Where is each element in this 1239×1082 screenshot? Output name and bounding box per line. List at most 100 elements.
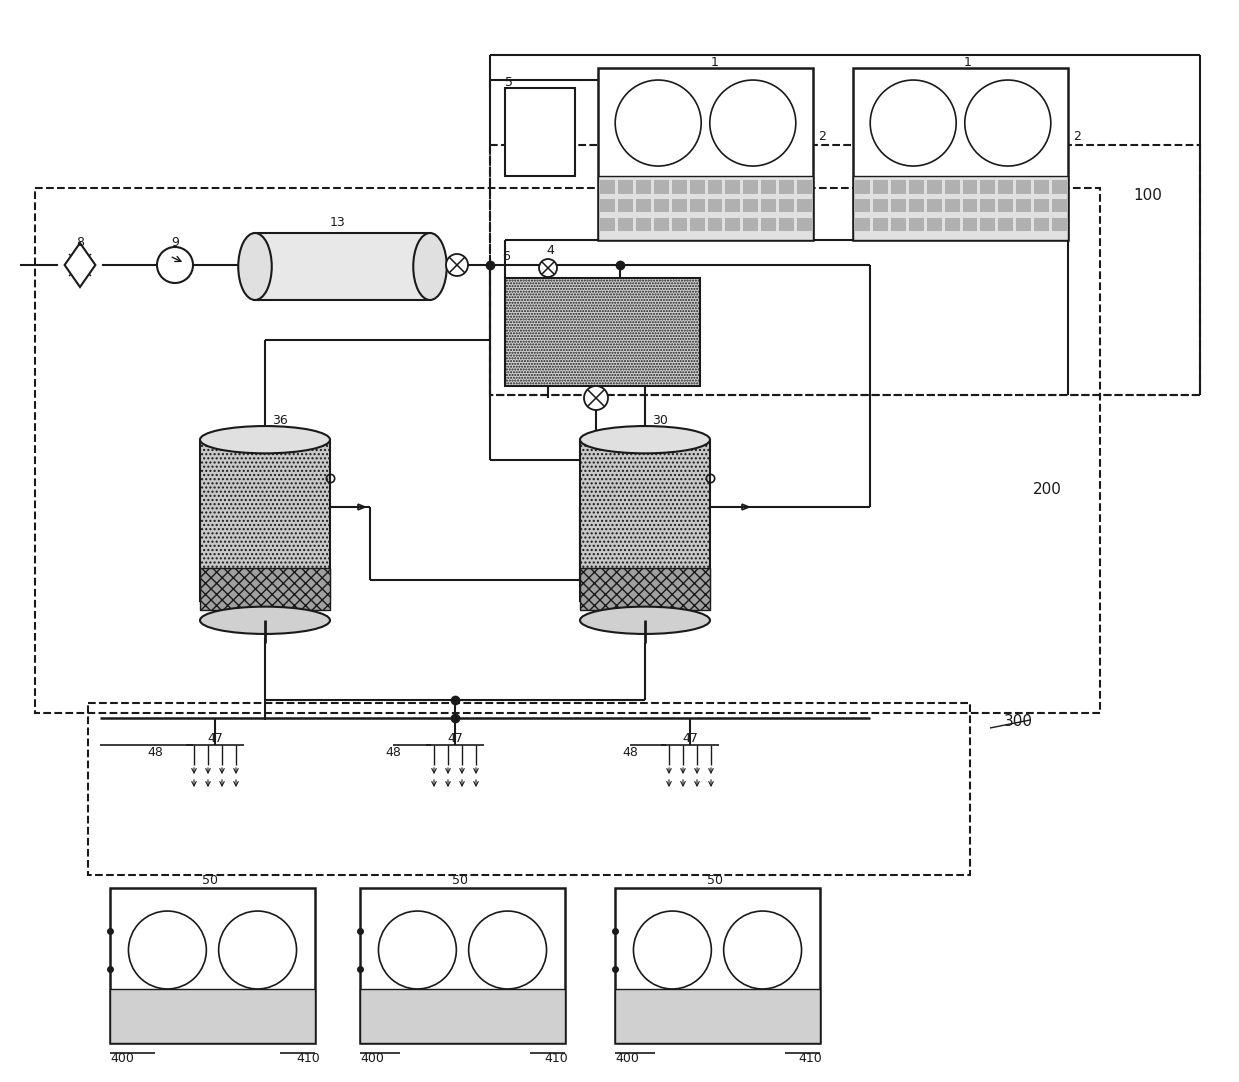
Bar bbox=[654, 199, 669, 212]
Text: 47: 47 bbox=[681, 731, 698, 744]
Circle shape bbox=[446, 254, 468, 276]
Text: 50: 50 bbox=[452, 873, 468, 886]
Text: 6: 6 bbox=[502, 251, 510, 264]
Bar bbox=[672, 180, 686, 194]
Bar bbox=[600, 199, 615, 212]
Bar bbox=[88, 703, 970, 875]
Text: 100: 100 bbox=[1134, 187, 1162, 202]
Circle shape bbox=[710, 80, 795, 166]
Bar bbox=[1016, 217, 1031, 232]
Bar bbox=[855, 217, 870, 232]
Text: 200: 200 bbox=[1033, 483, 1062, 498]
Bar bbox=[743, 217, 758, 232]
Bar bbox=[361, 888, 565, 1043]
Bar bbox=[743, 199, 758, 212]
Text: 9: 9 bbox=[171, 237, 178, 250]
Bar bbox=[361, 989, 565, 1043]
Bar bbox=[779, 217, 794, 232]
Bar bbox=[779, 199, 794, 212]
Bar bbox=[636, 217, 650, 232]
Bar bbox=[636, 180, 650, 194]
Bar bbox=[654, 217, 669, 232]
Circle shape bbox=[378, 911, 456, 989]
Circle shape bbox=[965, 80, 1051, 166]
Circle shape bbox=[870, 80, 957, 166]
Bar bbox=[255, 233, 430, 300]
Text: 5: 5 bbox=[506, 76, 513, 89]
Text: 400: 400 bbox=[361, 1052, 384, 1065]
Bar bbox=[110, 888, 315, 1043]
Ellipse shape bbox=[199, 426, 330, 453]
Bar bbox=[927, 217, 942, 232]
Bar bbox=[618, 199, 633, 212]
Bar bbox=[580, 439, 710, 602]
Bar bbox=[852, 176, 1068, 240]
Bar bbox=[927, 199, 942, 212]
Bar bbox=[855, 199, 870, 212]
Bar bbox=[963, 217, 978, 232]
Bar bbox=[199, 439, 330, 602]
Bar bbox=[891, 199, 906, 212]
Text: 2: 2 bbox=[1073, 130, 1080, 143]
Bar bbox=[618, 180, 633, 194]
Bar bbox=[873, 180, 888, 194]
Text: 4: 4 bbox=[546, 243, 554, 256]
Circle shape bbox=[468, 911, 546, 989]
Bar bbox=[908, 217, 923, 232]
Bar bbox=[873, 217, 888, 232]
Bar bbox=[690, 199, 705, 212]
Circle shape bbox=[157, 247, 193, 283]
Bar bbox=[1052, 217, 1067, 232]
Bar bbox=[1035, 199, 1049, 212]
Bar bbox=[506, 88, 575, 176]
Bar bbox=[615, 888, 820, 1043]
Bar bbox=[1052, 199, 1067, 212]
Bar bbox=[999, 180, 1014, 194]
Bar bbox=[110, 989, 315, 1043]
Bar bbox=[672, 217, 686, 232]
Ellipse shape bbox=[580, 426, 710, 453]
Bar bbox=[797, 217, 812, 232]
Circle shape bbox=[539, 259, 558, 277]
Bar bbox=[980, 199, 995, 212]
Text: 47: 47 bbox=[207, 731, 223, 744]
Bar bbox=[600, 217, 615, 232]
Ellipse shape bbox=[238, 233, 271, 300]
Bar bbox=[944, 199, 959, 212]
Bar bbox=[35, 188, 1100, 713]
Text: 300: 300 bbox=[1004, 714, 1033, 729]
Text: 48: 48 bbox=[622, 745, 638, 758]
Bar bbox=[672, 199, 686, 212]
Bar bbox=[725, 180, 741, 194]
Bar bbox=[927, 180, 942, 194]
Bar bbox=[891, 217, 906, 232]
Bar bbox=[598, 176, 813, 240]
Text: 48: 48 bbox=[147, 745, 164, 758]
Bar bbox=[600, 180, 615, 194]
Bar bbox=[944, 180, 959, 194]
Bar bbox=[1052, 180, 1067, 194]
Text: 410: 410 bbox=[544, 1052, 567, 1065]
Bar bbox=[908, 180, 923, 194]
Text: 13: 13 bbox=[330, 215, 346, 228]
Ellipse shape bbox=[414, 233, 447, 300]
Bar bbox=[654, 180, 669, 194]
Bar bbox=[761, 217, 776, 232]
Bar bbox=[779, 180, 794, 194]
Bar bbox=[618, 217, 633, 232]
Bar bbox=[891, 180, 906, 194]
Bar bbox=[1035, 180, 1049, 194]
Bar bbox=[1016, 180, 1031, 194]
Text: 400: 400 bbox=[110, 1052, 134, 1065]
Bar bbox=[506, 278, 700, 386]
Bar bbox=[615, 989, 820, 1043]
Bar bbox=[761, 199, 776, 212]
Bar bbox=[908, 199, 923, 212]
Bar bbox=[944, 217, 959, 232]
Bar bbox=[743, 180, 758, 194]
Text: 50: 50 bbox=[707, 873, 724, 886]
Text: 1: 1 bbox=[964, 55, 971, 68]
Ellipse shape bbox=[199, 607, 330, 634]
Bar bbox=[707, 199, 722, 212]
Circle shape bbox=[616, 80, 701, 166]
